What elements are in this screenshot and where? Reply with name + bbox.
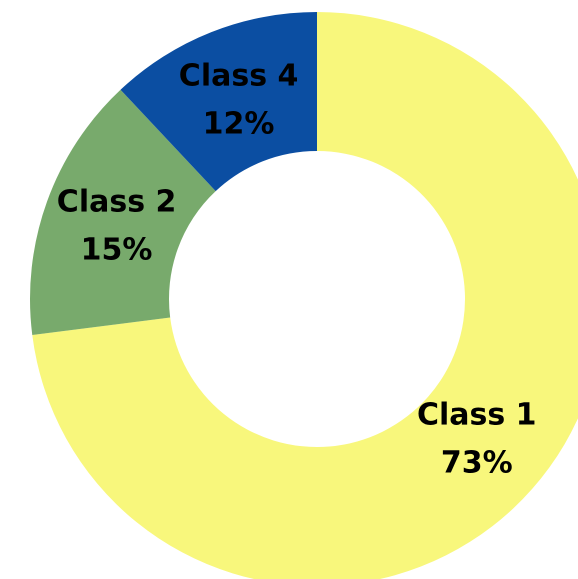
donut-slice [120, 12, 318, 192]
donut-slice [30, 89, 216, 335]
slice-label: Class 2 [57, 184, 177, 219]
slice-label: Class 4 [179, 58, 299, 93]
slice-label: Class 1 [417, 397, 537, 432]
slice-value-label: 12% [203, 106, 275, 141]
donut-slice [32, 12, 578, 579]
slice-value-label: 15% [81, 232, 153, 267]
slice-value-label: 73% [441, 445, 513, 480]
